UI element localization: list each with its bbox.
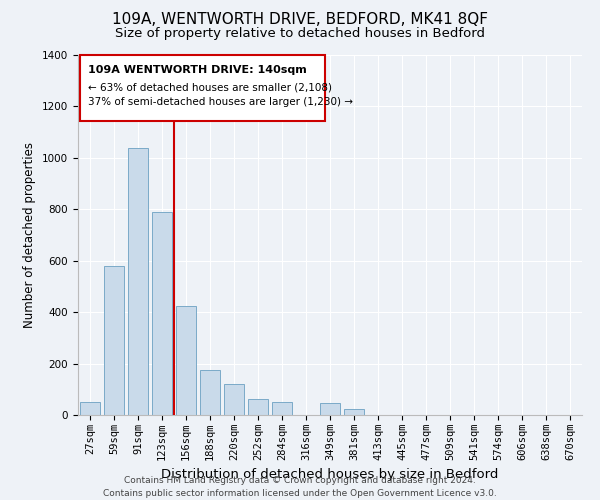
- Text: 109A, WENTWORTH DRIVE, BEDFORD, MK41 8QF: 109A, WENTWORTH DRIVE, BEDFORD, MK41 8QF: [112, 12, 488, 28]
- Bar: [248, 399, 268, 415]
- Bar: [80, 402, 100, 415]
- Bar: [104, 266, 124, 415]
- Bar: [80, 55, 325, 120]
- Bar: [152, 212, 172, 415]
- Bar: [176, 306, 196, 415]
- Text: 109A WENTWORTH DRIVE: 140sqm: 109A WENTWORTH DRIVE: 140sqm: [88, 66, 307, 76]
- Text: Contains HM Land Registry data © Crown copyright and database right 2024.
Contai: Contains HM Land Registry data © Crown c…: [103, 476, 497, 498]
- Bar: [272, 402, 292, 415]
- Bar: [320, 402, 340, 415]
- Bar: [200, 370, 220, 415]
- Bar: [224, 384, 244, 415]
- Y-axis label: Number of detached properties: Number of detached properties: [23, 142, 37, 328]
- Text: 37% of semi-detached houses are larger (1,230) →: 37% of semi-detached houses are larger (…: [88, 98, 353, 108]
- Text: Size of property relative to detached houses in Bedford: Size of property relative to detached ho…: [115, 28, 485, 40]
- Text: ← 63% of detached houses are smaller (2,108): ← 63% of detached houses are smaller (2,…: [88, 82, 332, 92]
- X-axis label: Distribution of detached houses by size in Bedford: Distribution of detached houses by size …: [161, 468, 499, 481]
- Bar: [128, 148, 148, 415]
- Bar: [344, 408, 364, 415]
